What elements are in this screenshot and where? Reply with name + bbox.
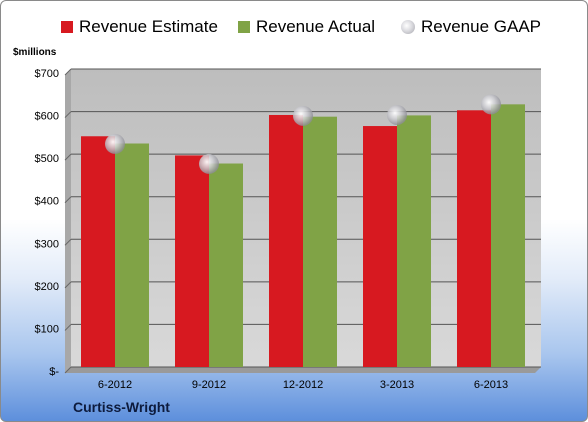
legend-swatch-actual — [238, 21, 250, 33]
x-tick-label: 6-2012 — [98, 379, 132, 391]
bar-revenue-estimate — [81, 136, 115, 367]
x-tick-label: 6-2013 — [474, 379, 508, 391]
marker-revenue-gaap — [387, 104, 407, 125]
legend-item-gaap: Revenue GAAP — [401, 17, 541, 37]
y-tick-label: $- — [49, 366, 59, 378]
bar-revenue-actual — [491, 104, 525, 367]
marker-revenue-gaap — [199, 153, 219, 174]
marker-revenue-gaap — [105, 133, 125, 154]
y-tick-label: $300 — [35, 238, 59, 250]
bar-revenue-actual — [115, 143, 149, 367]
bar-revenue-actual — [397, 115, 431, 367]
plot-side-wall — [65, 69, 71, 373]
legend-label-gaap: Revenue GAAP — [421, 17, 542, 36]
gridline-depth — [64, 324, 72, 331]
legend-swatch-estimate — [61, 21, 73, 33]
x-tick-label: 3-2013 — [380, 379, 414, 391]
y-tick-label: $200 — [35, 281, 59, 293]
bar-revenue-actual — [209, 163, 243, 367]
gridline-depth — [64, 238, 72, 246]
bar-revenue-actual — [303, 116, 337, 368]
legend-item-estimate: Revenue Estimate — [61, 17, 218, 37]
y-tick-label: $400 — [35, 196, 59, 208]
gridline-depth — [64, 153, 72, 161]
y-tick-label: $500 — [35, 153, 59, 165]
company-name: Curtiss-Wright — [73, 399, 170, 415]
bar-revenue-estimate — [269, 114, 303, 367]
marker-revenue-gaap — [293, 105, 313, 126]
bar-revenue-estimate — [363, 126, 397, 367]
marker-revenue-gaap — [481, 94, 501, 115]
y-tick-label: $100 — [35, 323, 59, 335]
legend-item-actual: Revenue Actual — [238, 17, 375, 37]
plot-floor — [65, 367, 541, 373]
gridline-depth — [64, 196, 72, 204]
y-tick-label: $600 — [35, 111, 59, 123]
x-tick-label: 9-2012 — [192, 379, 226, 391]
bar-revenue-estimate — [175, 155, 209, 367]
gridline-depth — [64, 111, 72, 118]
legend-label-estimate: Revenue Estimate — [79, 17, 218, 36]
gridline-depth — [64, 68, 72, 76]
gridline-depth — [64, 281, 72, 289]
legend-label-actual: Revenue Actual — [256, 17, 376, 36]
gridline-depth — [64, 366, 72, 374]
legend: Revenue Estimate Revenue Actual Revenue … — [1, 17, 587, 43]
y-axis-unit-label: $millions — [13, 47, 57, 58]
y-tick-label: $700 — [35, 68, 59, 80]
bar-revenue-estimate — [457, 110, 491, 368]
legend-marker-gaap — [401, 20, 415, 34]
x-tick-label: 12-2012 — [283, 379, 323, 391]
